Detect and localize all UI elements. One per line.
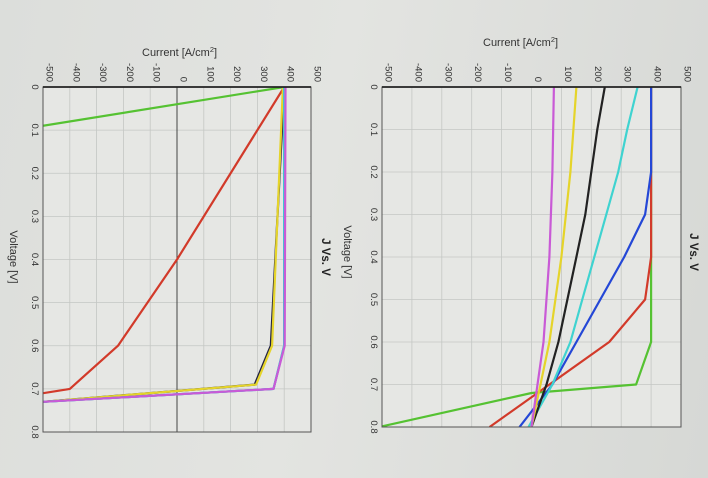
chart-right-voltage-tick: 0.8 — [368, 420, 379, 433]
chart-right-current-tick: 0 — [532, 77, 543, 82]
chart-right-voltage-tick: 0 — [368, 84, 379, 89]
chart-left-current-tick: 200 — [231, 66, 242, 82]
chart-right-series-black — [530, 87, 606, 427]
chart-left-ylabel: Current [A/cm2] — [142, 45, 217, 59]
chart-right: -500 -400 -300 -200 -100 0 100 200 300 400 500 0 0.1… — [368, 63, 693, 434]
chart-left-current-tick: 500 — [312, 66, 323, 82]
chart-right-voltage-tick: 0.1 — [368, 123, 379, 136]
chart-right-voltage-tick: 0.2 — [368, 165, 379, 178]
chart-right-current-tick: -100 — [502, 63, 513, 82]
chart-left-current-tick: 0 — [178, 77, 189, 82]
chart-right-current-tick: 500 — [682, 66, 693, 82]
chart-left-current-tick: -100 — [151, 63, 162, 82]
chart-left-series-magenta — [43, 87, 287, 403]
chart-left-voltage-tick: 0.8 — [29, 425, 40, 438]
chart-right-voltage-tick: 0.7 — [368, 378, 379, 391]
chart-right-series-cyan — [527, 87, 639, 427]
chart-right-series-magenta — [530, 87, 555, 427]
chart-right-current-tick: 400 — [652, 66, 663, 82]
chart-left-voltage-tick: 0.6 — [29, 339, 40, 352]
chart-left-current-tick: -200 — [124, 63, 135, 82]
chart-right-current-tick: 200 — [592, 66, 603, 82]
chart-right-xlabel: Voltage [V] — [341, 225, 353, 278]
chart-right-current-tick: -300 — [442, 63, 453, 82]
chart-left-current-tick: -400 — [70, 63, 81, 82]
chart-left-voltage-tick: 0.3 — [29, 210, 40, 223]
chart-right-current-tick: 100 — [562, 66, 573, 82]
chart-left: -500 -400 -300 -200 -100 0 100 200 300 400 500 0 0.1… — [29, 63, 323, 439]
chart-right-voltage-tick: 0.6 — [368, 335, 379, 348]
chart-left-current-tick: 100 — [204, 66, 215, 82]
chart-left-series-red — [43, 87, 286, 395]
chart-left-voltage-tick: 0.5 — [29, 296, 40, 309]
chart-right-voltage-tick: 0.4 — [368, 250, 379, 263]
chart-left-current-tick: 300 — [258, 66, 269, 82]
chart-left-current-tick: -500 — [44, 63, 55, 82]
chart-right-voltage-tick: 0.5 — [368, 293, 379, 306]
chart-left-voltage-tick: 0.1 — [29, 124, 40, 137]
chart-right-current-tick: -200 — [472, 63, 483, 82]
chart-left-xlabel: Voltage [V] — [7, 230, 19, 283]
chart-right-voltage-tick: 0.3 — [368, 208, 379, 221]
chart-right-current-tick: -500 — [383, 63, 394, 82]
chart-left-series-green — [43, 87, 285, 127]
chart-left-title: J Vs. V — [319, 238, 331, 276]
chart-right-series-yellow — [530, 87, 578, 427]
chart-left-voltage-tick: 0.2 — [29, 167, 40, 180]
chart-left-voltage-tick: 0 — [29, 84, 40, 89]
chart-left-current-tick: 400 — [285, 66, 296, 82]
chart-left-voltage-tick: 0.4 — [29, 253, 40, 266]
chart-left-voltage-tick: 0.7 — [29, 382, 40, 395]
chart-right-title: J Vs. V — [687, 233, 699, 271]
chart-right-current-tick: -400 — [412, 63, 423, 82]
chart-left-series-yellow — [43, 87, 284, 403]
chart-right-ylabel: Current [A/cm2] — [483, 35, 558, 49]
chart-left-current-tick: -300 — [97, 63, 108, 82]
chart-right-current-tick: 300 — [622, 66, 633, 82]
